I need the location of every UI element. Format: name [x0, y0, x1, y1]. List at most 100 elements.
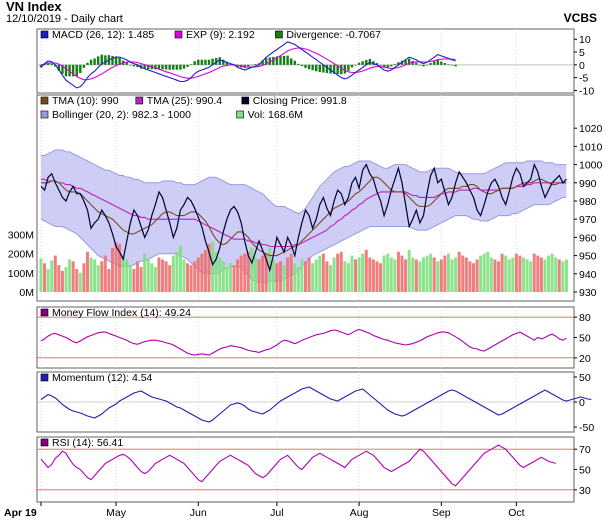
volume-bar — [450, 259, 454, 292]
divergence-bar — [307, 64, 311, 70]
volume-bar — [193, 261, 197, 292]
legend-swatch-mom — [40, 373, 49, 382]
volume-bar — [332, 257, 336, 292]
volume-bar — [171, 255, 175, 292]
volume-bar — [232, 265, 236, 292]
volume-bar — [311, 263, 315, 292]
legend-tma10: TMA (10): 990 — [52, 95, 119, 107]
y-tick-label: 990 — [579, 178, 597, 190]
volume-bar — [225, 267, 229, 292]
volume-bar — [407, 249, 411, 292]
volume-bar — [196, 257, 200, 292]
tma25-line — [41, 178, 567, 248]
divergence-bar — [264, 58, 268, 65]
volume-bar — [475, 259, 479, 292]
volume-bar — [100, 261, 104, 292]
legend-swatch-exp — [174, 30, 183, 39]
divergence-bar — [272, 56, 275, 65]
divergence-bar — [71, 64, 75, 77]
y-tick-label: 1010 — [579, 141, 603, 153]
volume-bar — [286, 257, 290, 292]
volume-bar — [221, 261, 225, 292]
volume-bar — [489, 257, 493, 292]
divergence-bar — [350, 64, 354, 68]
volume-bar — [457, 251, 461, 292]
volume-bar — [89, 257, 93, 292]
divergence-bar — [200, 59, 204, 65]
x-tick-label: Aug — [350, 507, 369, 519]
volume-bar — [507, 259, 511, 292]
divergence-bar — [172, 64, 175, 70]
divergence-bar — [175, 64, 179, 70]
volume-bar — [329, 265, 333, 292]
volume-bar — [557, 259, 561, 292]
divergence-bar — [129, 64, 132, 66]
divergence-bar — [440, 61, 443, 65]
divergence-bar — [100, 54, 103, 65]
volume-bar — [239, 255, 243, 292]
volume-bar — [522, 257, 526, 292]
volume-bar — [532, 253, 536, 292]
volume-bar — [504, 255, 508, 292]
x-tick-label: Sep — [432, 507, 451, 519]
legend-swatch-divergence — [275, 30, 283, 39]
volume-bar — [414, 259, 418, 292]
divergence-bar — [282, 55, 286, 65]
y-tick-label: 960 — [579, 232, 597, 244]
volume-bar — [314, 259, 318, 292]
volume-bar — [386, 253, 390, 292]
volume-bar — [146, 259, 150, 292]
volume-bar — [214, 251, 218, 292]
volume-bar — [78, 272, 82, 292]
volume-bar — [539, 257, 543, 292]
volume-bar — [393, 259, 397, 292]
y-tick-label: 950 — [579, 251, 597, 263]
divergence-bar — [247, 64, 250, 67]
y-tick-label: 940 — [579, 269, 597, 281]
volume-bar — [164, 261, 168, 292]
volume-bar — [153, 267, 157, 292]
volume-bar — [404, 259, 408, 292]
y-tick-label: 20 — [579, 353, 591, 365]
divergence-bar — [164, 64, 168, 70]
volume-bar — [354, 259, 358, 292]
volume-bar — [482, 253, 486, 292]
divergence-bar — [197, 59, 200, 65]
volume-bar — [278, 261, 282, 292]
volume-bar — [271, 259, 275, 292]
divergence-bar — [136, 64, 139, 68]
volume-bar — [379, 263, 383, 292]
volume-bar — [493, 259, 497, 292]
legend-swatch-macd — [40, 30, 49, 39]
divergence-bar — [229, 63, 232, 65]
divergence-bar — [336, 64, 339, 75]
divergence-bar — [114, 56, 118, 65]
volume-bar — [46, 269, 50, 292]
y-tick-label: 930 — [579, 287, 597, 299]
vol-tick-label: 200M — [8, 249, 34, 261]
volume-bar — [114, 242, 118, 292]
x-tick-label: Oct — [508, 507, 524, 519]
panel-frame-rsi — [36, 436, 575, 503]
volume-bar — [64, 267, 68, 292]
x-tick-label: Jun — [190, 507, 207, 519]
volume-bar — [103, 255, 107, 292]
divergence-bar — [332, 64, 336, 74]
volume-bar — [461, 255, 465, 292]
volume-bar — [264, 253, 268, 292]
y-tick-label: -10 — [579, 85, 594, 97]
volume-bar — [425, 255, 429, 292]
volume-bar — [536, 255, 540, 292]
volume-bar — [71, 261, 75, 292]
divergence-bar — [118, 57, 121, 65]
volume-bar — [471, 263, 475, 292]
y-tick-label: 1000 — [579, 160, 603, 172]
volume-bar — [436, 261, 440, 292]
volume-bar — [110, 247, 114, 292]
volume-bar — [275, 263, 279, 292]
volume-bar — [136, 261, 140, 292]
divergence-bar — [96, 56, 100, 65]
vol-tick-label: 100M — [8, 268, 34, 280]
volume-bar — [243, 253, 247, 292]
